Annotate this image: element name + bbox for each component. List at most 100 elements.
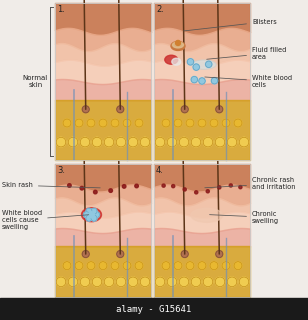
- Circle shape: [94, 190, 97, 194]
- Circle shape: [203, 277, 213, 287]
- Ellipse shape: [172, 42, 184, 48]
- Circle shape: [68, 137, 78, 147]
- Circle shape: [234, 119, 242, 127]
- Circle shape: [195, 191, 198, 194]
- Ellipse shape: [192, 60, 216, 69]
- Ellipse shape: [171, 42, 185, 51]
- Bar: [154, 100, 250, 160]
- Bar: [0, 298, 308, 320]
- Circle shape: [215, 277, 225, 287]
- Circle shape: [206, 190, 209, 193]
- Circle shape: [63, 119, 71, 127]
- Circle shape: [162, 262, 170, 270]
- Circle shape: [92, 277, 102, 287]
- Text: 1.: 1.: [57, 5, 65, 14]
- Bar: [55, 164, 151, 297]
- Circle shape: [155, 277, 165, 287]
- Circle shape: [135, 119, 143, 127]
- Text: 2.: 2.: [156, 5, 164, 14]
- Text: White blood
cells: White blood cells: [205, 75, 292, 88]
- Circle shape: [172, 185, 175, 188]
- Circle shape: [140, 137, 150, 147]
- Circle shape: [191, 277, 201, 287]
- Circle shape: [198, 119, 206, 127]
- Text: Fluid filled
area: Fluid filled area: [207, 47, 286, 60]
- Circle shape: [91, 215, 97, 221]
- Circle shape: [123, 119, 131, 127]
- Bar: [154, 246, 250, 297]
- Circle shape: [167, 277, 177, 287]
- Circle shape: [191, 76, 197, 83]
- Circle shape: [203, 137, 213, 147]
- Circle shape: [91, 208, 97, 214]
- Bar: [154, 3, 250, 160]
- Circle shape: [183, 188, 186, 191]
- Circle shape: [56, 137, 66, 147]
- Circle shape: [67, 184, 71, 187]
- Circle shape: [99, 262, 107, 270]
- Circle shape: [193, 64, 200, 70]
- Bar: [154, 164, 250, 297]
- Circle shape: [210, 119, 218, 127]
- Bar: [55, 246, 151, 297]
- Circle shape: [222, 119, 230, 127]
- Circle shape: [117, 251, 124, 258]
- Circle shape: [162, 184, 165, 187]
- Circle shape: [87, 119, 95, 127]
- Circle shape: [162, 119, 170, 127]
- Circle shape: [88, 212, 95, 218]
- Circle shape: [104, 277, 114, 287]
- Circle shape: [167, 137, 177, 147]
- Circle shape: [155, 137, 165, 147]
- Text: Chronic
swelling: Chronic swelling: [209, 211, 279, 224]
- Circle shape: [104, 137, 114, 147]
- Circle shape: [186, 262, 194, 270]
- Circle shape: [116, 137, 126, 147]
- Circle shape: [68, 277, 78, 287]
- Circle shape: [210, 262, 218, 270]
- Circle shape: [56, 277, 66, 287]
- Ellipse shape: [172, 58, 181, 65]
- Circle shape: [122, 185, 126, 188]
- Circle shape: [111, 262, 119, 270]
- Circle shape: [80, 137, 90, 147]
- Circle shape: [239, 186, 242, 189]
- Circle shape: [135, 184, 138, 188]
- Circle shape: [86, 208, 92, 214]
- Circle shape: [82, 251, 89, 258]
- Circle shape: [216, 251, 223, 258]
- Circle shape: [80, 186, 84, 190]
- Circle shape: [128, 277, 138, 287]
- Circle shape: [128, 137, 138, 147]
- Circle shape: [234, 262, 242, 270]
- Circle shape: [87, 262, 95, 270]
- Text: 3.: 3.: [57, 166, 65, 175]
- Circle shape: [116, 277, 126, 287]
- Circle shape: [179, 277, 189, 287]
- Circle shape: [218, 186, 221, 189]
- Text: Skin rash: Skin rash: [2, 182, 100, 188]
- Circle shape: [179, 137, 189, 147]
- Circle shape: [205, 61, 212, 68]
- Bar: [154, 164, 250, 297]
- Circle shape: [216, 106, 223, 113]
- Circle shape: [198, 262, 206, 270]
- Circle shape: [92, 137, 102, 147]
- Circle shape: [187, 59, 194, 65]
- Circle shape: [140, 277, 150, 287]
- Circle shape: [181, 106, 188, 113]
- Text: Normal
skin: Normal skin: [23, 75, 48, 88]
- Ellipse shape: [165, 55, 178, 64]
- Text: 4.: 4.: [156, 166, 164, 175]
- Circle shape: [109, 189, 112, 192]
- Text: Blisters: Blisters: [184, 19, 277, 31]
- Text: White blood
cells cause
swelling: White blood cells cause swelling: [2, 210, 89, 230]
- Circle shape: [215, 137, 225, 147]
- Bar: [55, 164, 151, 297]
- Circle shape: [222, 262, 230, 270]
- Circle shape: [123, 262, 131, 270]
- Bar: [55, 100, 151, 160]
- Bar: [154, 3, 250, 160]
- Circle shape: [239, 137, 249, 147]
- Bar: [55, 3, 151, 160]
